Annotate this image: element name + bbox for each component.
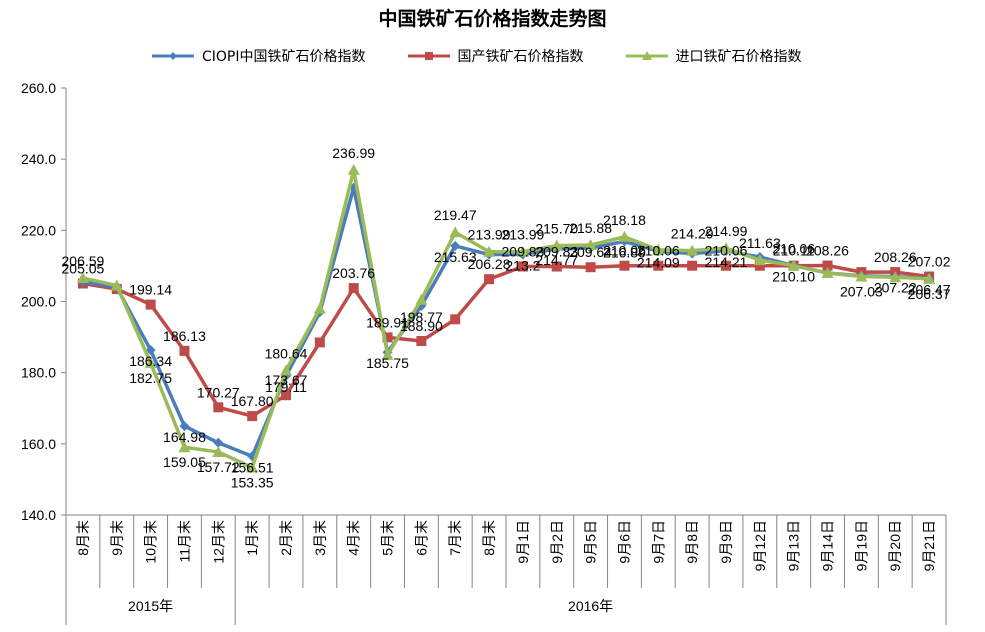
data-point <box>586 262 596 272</box>
data-label: 203.76 <box>332 265 375 281</box>
data-label: 182.75 <box>129 370 172 386</box>
x-tick-label: 9月6日 <box>616 520 632 564</box>
x-tick-label: 9月12日 <box>752 520 768 571</box>
x-tick-label: 9月8日 <box>684 520 700 564</box>
y-tick-label: 160.0 <box>21 436 56 452</box>
data-label: 218.18 <box>603 212 646 228</box>
y-tick-label: 240.0 <box>21 151 56 167</box>
data-label: 210.10 <box>772 269 815 285</box>
x-tick-label: 5月末 <box>380 520 396 556</box>
data-label: 153.35 <box>231 474 274 490</box>
data-label: 188.90 <box>400 318 443 334</box>
x-tick-label: 9月2日 <box>549 520 565 564</box>
y-tick-label: 180.0 <box>21 365 56 381</box>
x-tick-label: 2月末 <box>278 520 294 556</box>
series-2 <box>77 164 935 473</box>
data-point <box>450 314 460 324</box>
data-point <box>449 226 461 237</box>
year-group-label: 2016年 <box>568 598 613 614</box>
data-label: 164.98 <box>163 429 206 445</box>
data-label: 185.75 <box>366 355 409 371</box>
data-label: 173.67 <box>265 372 308 388</box>
y-tick-label: 140.0 <box>21 507 56 523</box>
series-0 <box>78 183 934 462</box>
y-tick-label: 200.0 <box>21 294 56 310</box>
data-label: 186.34 <box>129 353 172 369</box>
data-point <box>247 411 257 421</box>
x-tick-label: 9月1日 <box>515 520 531 564</box>
x-tick-label: 8月末 <box>481 520 497 556</box>
data-label: 207.02 <box>908 254 951 270</box>
data-point <box>416 336 426 346</box>
data-label: 236.99 <box>332 145 375 161</box>
data-label: 206.59 <box>62 253 105 269</box>
data-label: 219.47 <box>434 207 477 223</box>
x-tick-label: 8月末 <box>75 520 91 556</box>
x-tick-label: 9月9日 <box>718 520 734 564</box>
data-point <box>314 303 326 314</box>
data-point <box>213 402 223 412</box>
data-point <box>348 164 360 175</box>
data-point <box>315 337 325 347</box>
year-group-label: 2015年 <box>128 598 173 614</box>
x-tick-label: 9月20日 <box>887 520 903 571</box>
x-tick-label: 9月13日 <box>786 520 802 571</box>
data-label: 180.64 <box>265 345 308 361</box>
data-point <box>179 346 189 356</box>
data-label: 199.14 <box>129 282 172 298</box>
x-tick-label: 6月末 <box>413 520 429 556</box>
x-tick-label: 9月7日 <box>650 520 666 564</box>
data-label: 208.26 <box>806 243 849 259</box>
series-line <box>83 170 929 468</box>
y-tick-label: 260.0 <box>21 80 56 96</box>
data-point <box>146 300 156 310</box>
data-label: 206.37 <box>908 286 951 302</box>
x-tick-label: 9月14日 <box>820 520 836 571</box>
x-tick-label: 9月5日 <box>583 520 599 564</box>
x-tick-label: 11月末 <box>176 520 192 563</box>
data-point <box>619 261 629 271</box>
x-tick-label: 10月末 <box>143 520 159 564</box>
data-label: 156.51 <box>231 459 274 475</box>
x-tick-label: 9月19日 <box>853 520 869 571</box>
data-point <box>349 283 359 293</box>
data-point <box>484 274 494 284</box>
data-label: 167.80 <box>231 393 274 409</box>
x-tick-label: 3月末 <box>312 520 328 556</box>
data-point <box>687 261 697 271</box>
x-tick-label: 4月末 <box>346 520 362 556</box>
y-tick-label: 220.0 <box>21 222 56 238</box>
x-tick-label: 12月末 <box>210 520 226 564</box>
chart-plot: 140.0 160.0 180.0 200.0 220.0 240.0 260.0 8月末 9月… <box>0 0 985 632</box>
x-tick-label: 1月末 <box>244 520 260 556</box>
x-tick-label: 9月21日 <box>921 520 937 571</box>
data-label: 210.06 <box>637 243 680 259</box>
data-label: 186.13 <box>163 328 206 344</box>
x-tick-label: 9月末 <box>109 520 125 556</box>
x-tick-label: 7月末 <box>447 520 463 556</box>
